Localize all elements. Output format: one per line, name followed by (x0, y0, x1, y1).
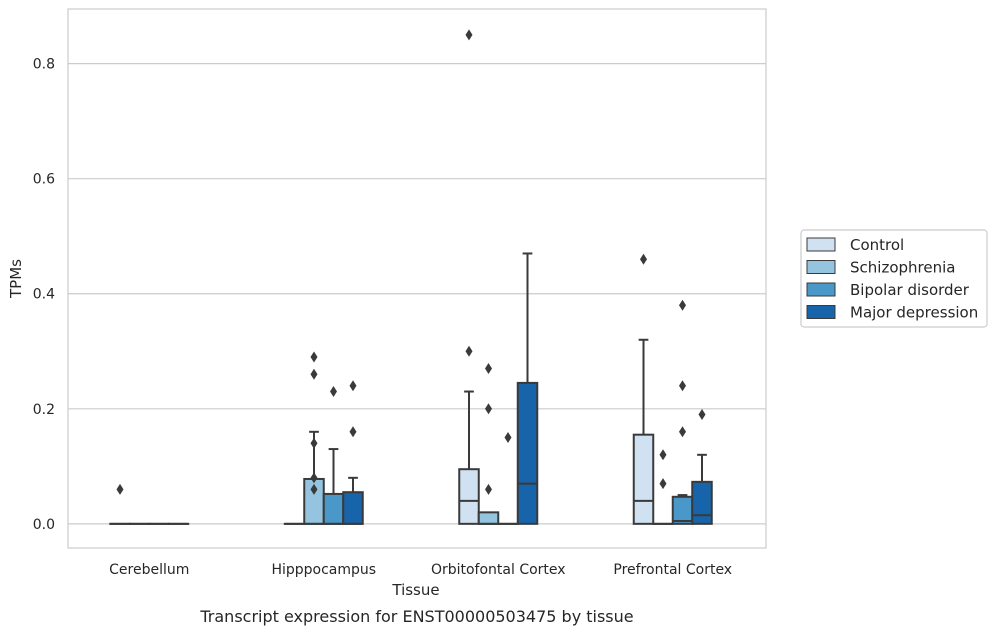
outlier-point (310, 368, 318, 380)
box-schizophrenia (303, 351, 325, 525)
outlier-point (485, 483, 492, 495)
box-major-depression (342, 380, 364, 525)
chart-caption: Transcript expression for ENST0000050347… (199, 607, 633, 626)
legend-swatch (806, 237, 836, 252)
box-body (632, 433, 655, 525)
legend-frame (800, 229, 988, 328)
box-body (477, 511, 500, 525)
box-body (671, 495, 694, 525)
outlier-point (310, 351, 318, 363)
outlier-point (679, 380, 686, 392)
legend-label: Bipolar disorder (850, 281, 970, 299)
legend-label: Control (850, 236, 904, 254)
outlier-point (679, 426, 686, 438)
y-tick-label: 0.4 (33, 287, 55, 303)
outlier-point (349, 380, 357, 392)
outlier-point (485, 363, 492, 375)
outlier-point (659, 449, 667, 461)
box-bipolar-disorder (671, 299, 694, 525)
legend-swatch (806, 260, 836, 274)
box-major-depression (516, 252, 539, 525)
box-bipolar-disorder (322, 386, 345, 525)
box-body (342, 491, 364, 525)
box-body (322, 492, 345, 525)
outlier-point (679, 299, 686, 311)
outlier-point (310, 472, 318, 484)
box-control (109, 483, 131, 525)
legend-label: Schizophrenia (850, 259, 955, 277)
outlier-point (659, 478, 667, 490)
x-tick-label: Hipppocampus (271, 562, 376, 578)
legend-label: Major depression (850, 304, 978, 322)
outlier-point (116, 483, 124, 495)
box-body (458, 468, 480, 525)
legend: Control Schizophrenia Bipolar disorder Majo… (800, 229, 988, 328)
y-tick-label: 0.6 (33, 172, 55, 188)
x-axis-title: Tissue (391, 581, 439, 599)
box-control (632, 253, 655, 525)
outlier-point (310, 483, 318, 495)
box-bipolar-disorder (497, 432, 519, 525)
outlier-point (465, 345, 473, 357)
outlier-point (330, 386, 337, 398)
outlier-point (504, 432, 512, 444)
y-tick-label: 0.2 (33, 402, 55, 418)
x-tick-label: Orbitofontal Cortex (431, 562, 566, 578)
outlier-point (640, 253, 647, 265)
box-major-depression (691, 409, 713, 525)
legend-swatch (806, 305, 836, 319)
box-control (458, 29, 480, 525)
box-body (691, 480, 713, 525)
plot-area-frame (67, 8, 767, 549)
x-axis-ticks: Cerebellum Hipppocampus Orbitofontal Corte… (109, 562, 732, 578)
y-tick-label: 0.8 (33, 57, 55, 73)
box-body (516, 381, 539, 525)
outlier-point (465, 29, 473, 41)
box-schizophrenia (477, 363, 500, 525)
y-tick-label: 0.0 (33, 517, 55, 533)
legend-swatch (806, 282, 836, 297)
outlier-point (485, 403, 492, 415)
box-plots (109, 29, 713, 525)
y-axis-title: TPMs (7, 259, 25, 299)
x-tick-label: Prefrontal Cortex (613, 562, 732, 578)
outlier-point (698, 409, 706, 421)
box-schizophrenia (652, 449, 674, 525)
y-axis-ticks: 0.0 0.2 0.4 0.6 0.8 (33, 57, 55, 533)
outlier-point (310, 437, 318, 449)
x-tick-label: Cerebellum (109, 562, 189, 578)
outlier-point (349, 426, 357, 438)
